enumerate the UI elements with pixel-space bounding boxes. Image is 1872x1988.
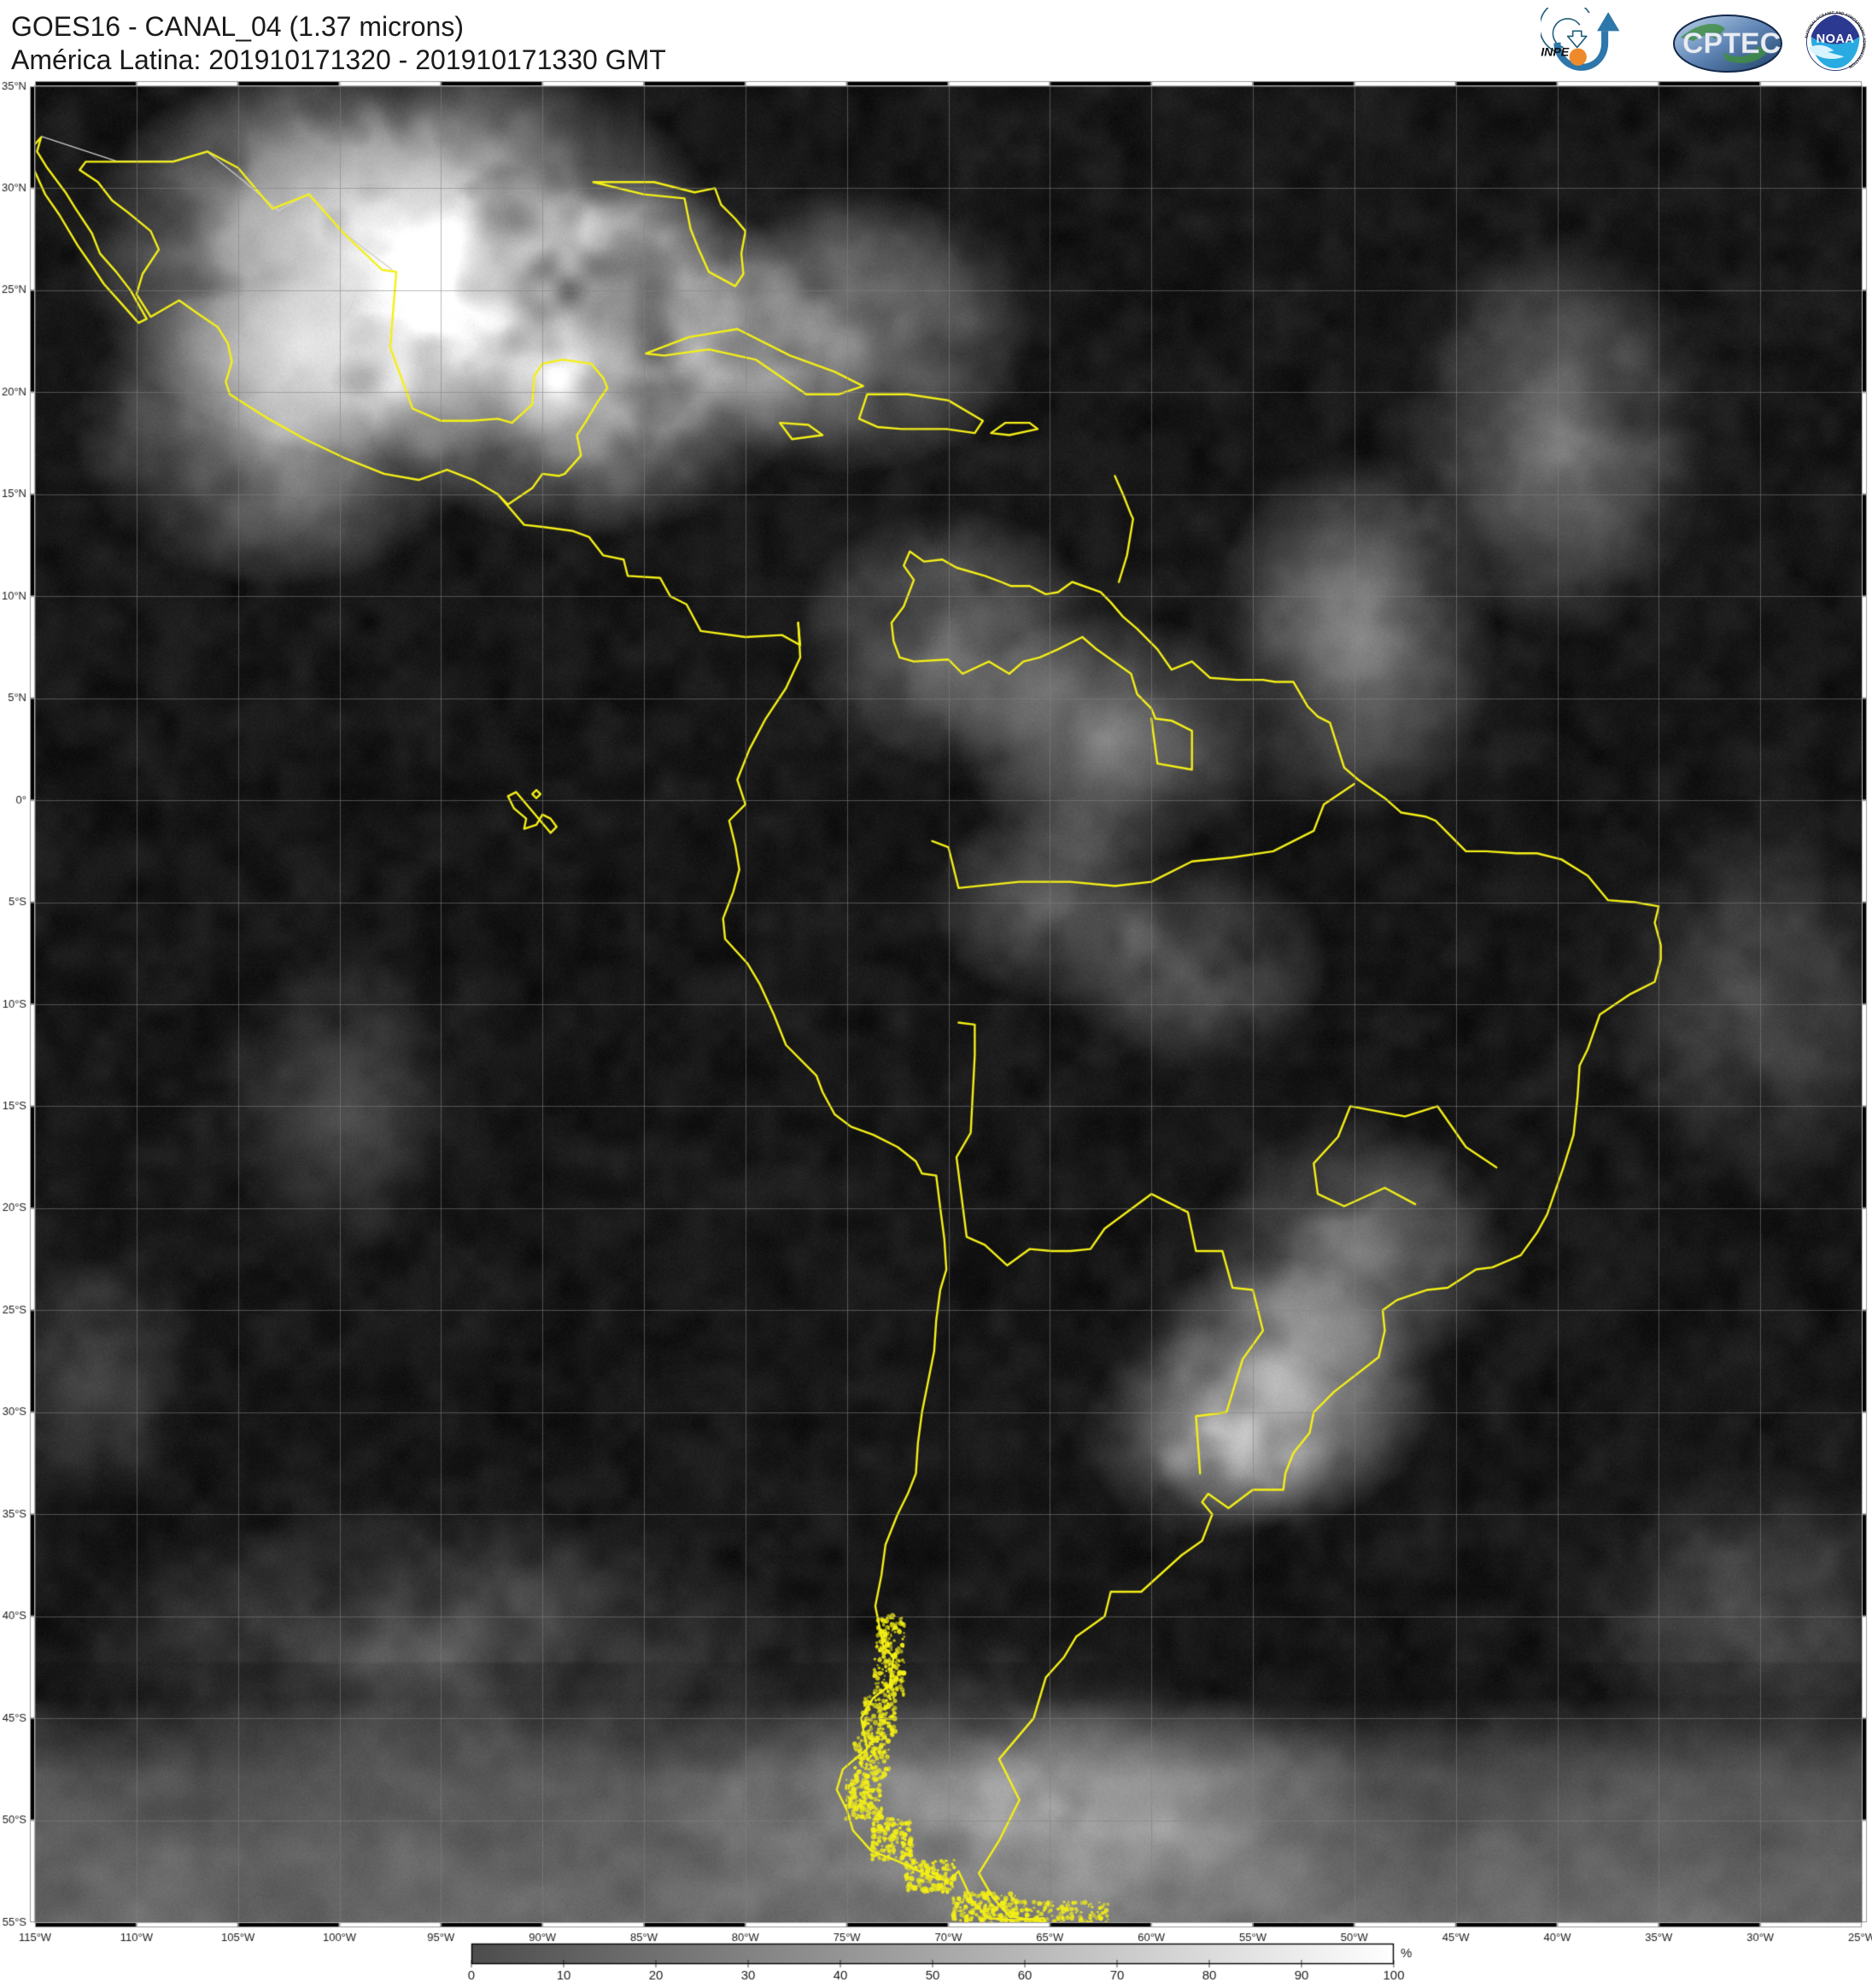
svg-text:CPTEC: CPTEC [1682,27,1781,60]
svg-text:INPE: INPE [1541,46,1570,60]
svg-text:NOAA: NOAA [1816,32,1855,46]
